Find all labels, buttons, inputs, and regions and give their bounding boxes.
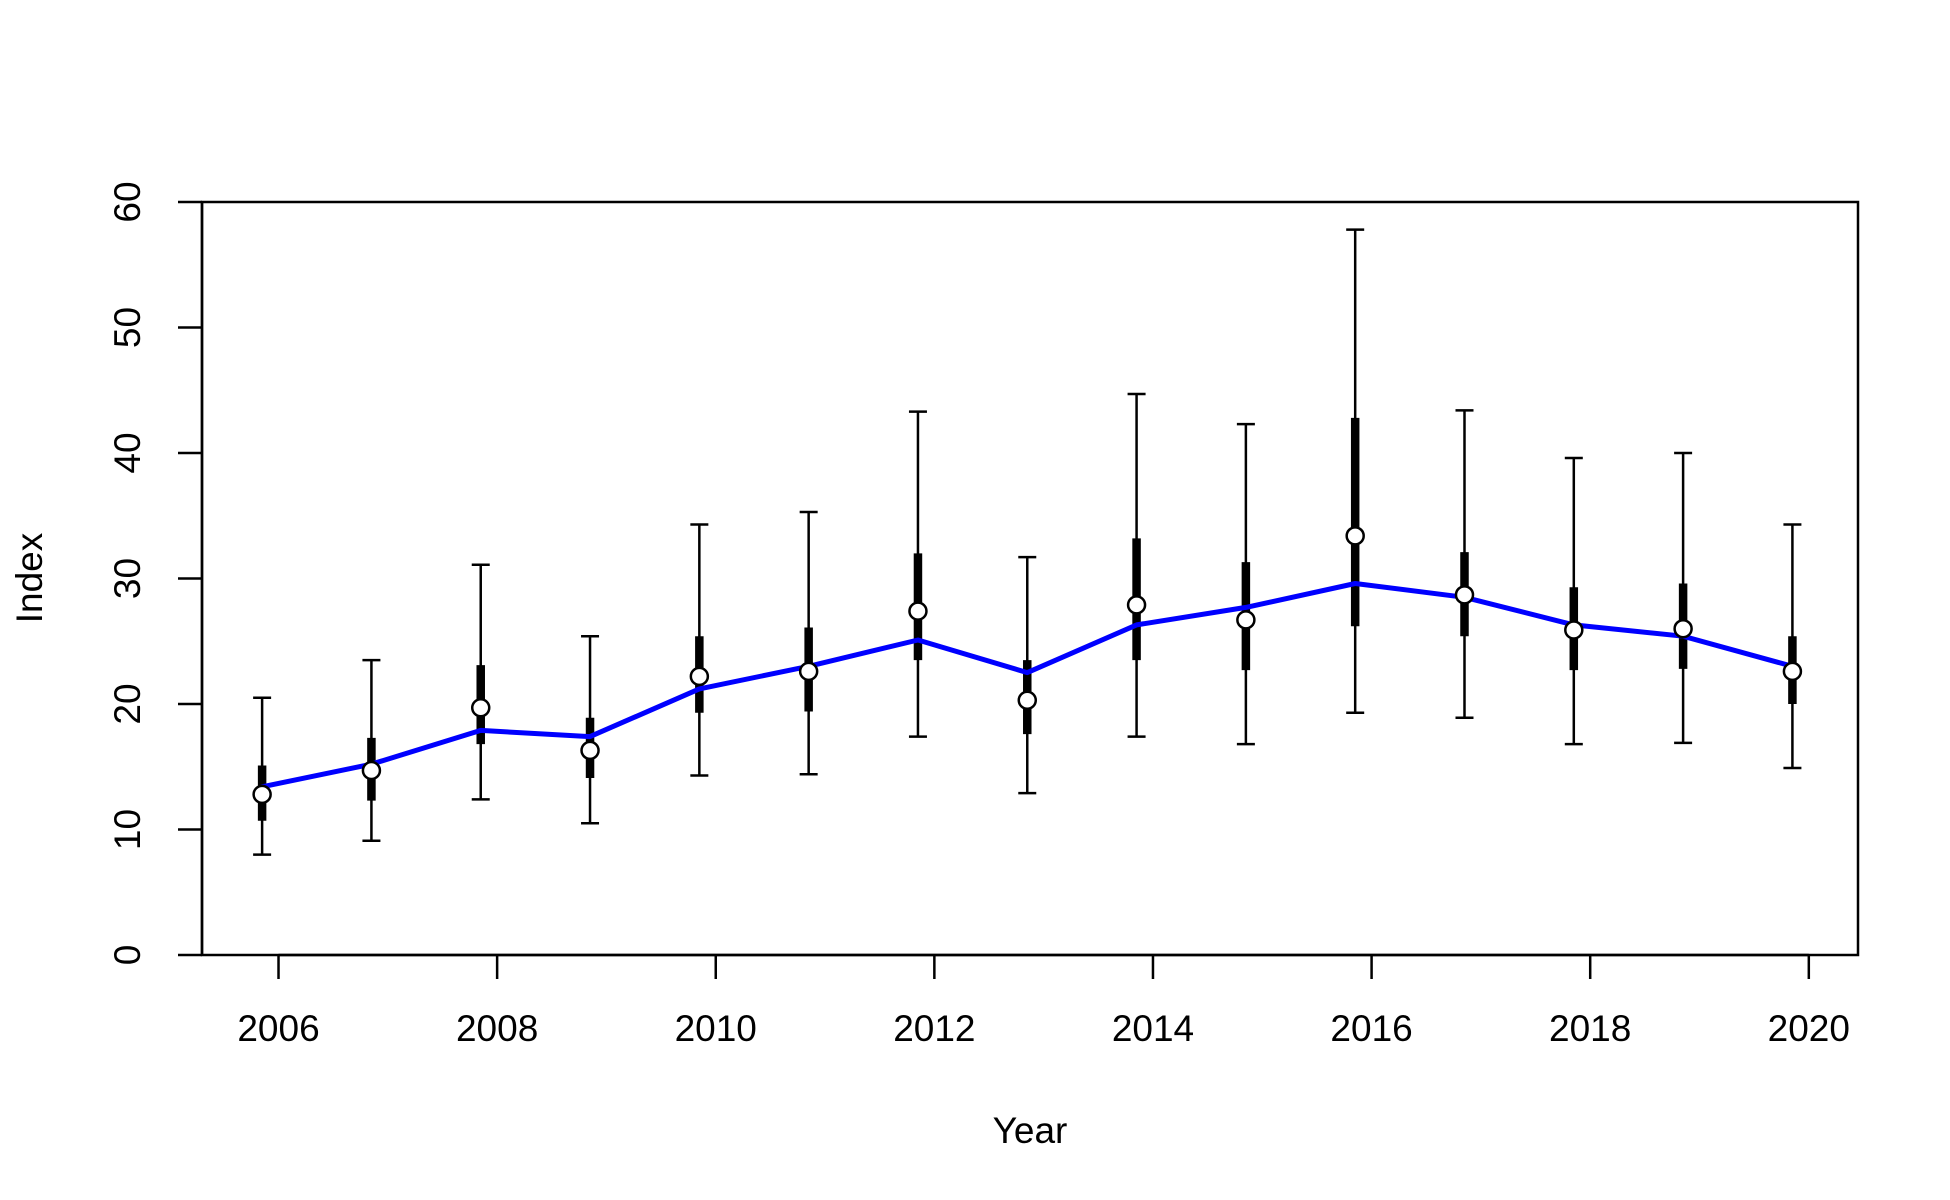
y-axis: 0 10 20 30 40 50 60 <box>107 181 204 966</box>
y-tick-label: 30 <box>107 558 148 599</box>
trend-line-group <box>259 581 1795 790</box>
x-tick-label: 2010 <box>675 1008 757 1049</box>
x-axis-title: Year <box>993 1110 1068 1151</box>
data-point <box>580 740 600 761</box>
y-axis-title: Index <box>9 532 50 623</box>
y-tick-label: 40 <box>107 432 148 473</box>
x-tick-label: 2018 <box>1549 1008 1631 1049</box>
y-tick-label: 0 <box>107 945 148 966</box>
y-tick-label: 10 <box>107 809 148 850</box>
trend-line <box>259 581 1795 790</box>
x-tick-label: 2016 <box>1330 1008 1412 1049</box>
x-tick-label: 2008 <box>456 1008 538 1049</box>
x-tick-label: 2012 <box>893 1008 975 1049</box>
data-point <box>1236 610 1256 630</box>
data-point <box>1126 595 1147 615</box>
error-bar <box>1346 228 1365 715</box>
data-point <box>361 760 382 781</box>
y-tick-label: 50 <box>107 307 148 348</box>
x-tick-label: 2014 <box>1112 1008 1194 1049</box>
data-point <box>1345 526 1365 546</box>
points <box>252 526 1803 805</box>
x-axis: 2006 2008 2010 2012 2014 2016 2018 2020 <box>237 953 1850 1049</box>
data-point <box>689 666 710 687</box>
y-tick-label: 20 <box>107 683 148 724</box>
data-point <box>798 661 819 682</box>
data-point <box>1454 585 1475 605</box>
x-tick-label: 2006 <box>237 1008 319 1049</box>
y-tick-label: 60 <box>107 181 148 222</box>
data-point <box>1782 661 1803 682</box>
data-point <box>1017 690 1038 710</box>
x-tick-label: 2020 <box>1768 1008 1850 1049</box>
data-point <box>252 784 272 805</box>
data-point <box>470 698 491 718</box>
data-point <box>1673 618 1693 639</box>
data-point <box>908 601 928 621</box>
data-point <box>1564 620 1584 640</box>
